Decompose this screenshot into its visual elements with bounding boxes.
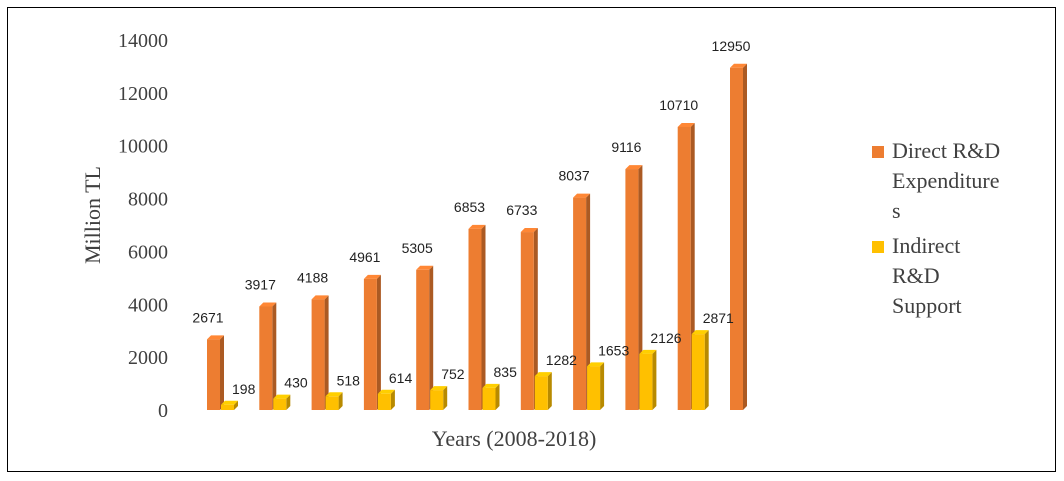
- data-label-direct-7: 8037: [559, 168, 590, 184]
- y-tick-label-5: 10000: [118, 136, 168, 158]
- data-label-indirect-3: 614: [389, 370, 413, 386]
- data-label-direct-5: 6853: [454, 199, 485, 215]
- data-label-direct-9: 10710: [659, 97, 698, 113]
- data-label-direct-3: 4961: [349, 249, 380, 265]
- bar-indirect-9: [692, 330, 709, 410]
- bar-direct-10: [730, 64, 747, 410]
- y-axis-ticks: 0 2000 4000 6000 8000 10000 12000 14000: [118, 30, 168, 422]
- legend-swatch-0: [872, 146, 884, 158]
- y-tick-label-7: 14000: [118, 30, 168, 52]
- data-label-indirect-2: 518: [337, 372, 361, 388]
- bar-indirect-7: [587, 362, 604, 410]
- data-label-indirect-6: 1282: [546, 352, 577, 368]
- bar-indirect-6: [535, 372, 552, 410]
- data-label-indirect-8: 2126: [650, 330, 681, 346]
- bar-indirect-1: [273, 395, 290, 410]
- y-tick-label-1: 2000: [128, 347, 168, 369]
- y-tick-label-3: 6000: [128, 241, 168, 263]
- bar-indirect-8: [639, 350, 656, 410]
- data-label-indirect-1: 430: [284, 375, 308, 391]
- bar-indirect-4: [430, 386, 447, 410]
- legend-label-1-0: Indirect: [892, 233, 960, 258]
- bar-indirect-2: [326, 392, 343, 410]
- x-axis-title: Years (2008-2018): [432, 426, 597, 451]
- y-tick-label-2: 4000: [128, 294, 168, 316]
- data-label-direct-10: 12950: [712, 38, 751, 54]
- data-label-direct-8: 9116: [611, 139, 641, 155]
- data-label-direct-4: 5305: [402, 240, 433, 256]
- legend-item-1: Indirect R&D Support: [872, 233, 962, 318]
- data-label-indirect-7: 1653: [598, 342, 629, 358]
- legend-label-0-0: Direct R&D: [892, 138, 1000, 163]
- bar-indirect-5: [483, 384, 500, 410]
- y-axis-title: Million TL: [80, 166, 105, 264]
- bar-direct-4: [416, 266, 433, 410]
- y-tick-label-6: 12000: [118, 83, 168, 105]
- bar-direct-2: [312, 295, 329, 410]
- bar-direct-3: [364, 275, 381, 410]
- legend: Direct R&D Expenditure s Indirect R&D Support: [872, 138, 1000, 318]
- data-label-indirect-5: 835: [494, 364, 518, 380]
- bar-direct-5: [469, 225, 486, 410]
- legend-label-1-2: Support: [892, 293, 962, 318]
- legend-label-0-2: s: [892, 198, 901, 223]
- y-tick-label-0: 0: [158, 400, 168, 422]
- legend-swatch-1: [872, 241, 884, 253]
- bars: [207, 64, 747, 410]
- legend-item-0: Direct R&D Expenditure s: [872, 138, 1000, 223]
- y-tick-label-4: 8000: [128, 189, 168, 211]
- bar-indirect-3: [378, 390, 395, 410]
- data-label-direct-6: 6733: [506, 202, 537, 218]
- data-label-indirect-4: 752: [441, 366, 465, 382]
- data-label-direct-1: 3917: [245, 276, 276, 292]
- data-label-indirect-0: 198: [232, 381, 256, 397]
- bar-direct-0: [207, 335, 224, 410]
- data-label-direct-2: 4188: [297, 269, 328, 285]
- legend-label-1-1: R&D: [892, 263, 940, 288]
- data-label-direct-0: 2671: [192, 309, 223, 325]
- data-label-indirect-9: 2871: [703, 310, 734, 326]
- legend-label-0-1: Expenditure: [892, 168, 1000, 193]
- bar-direct-1: [259, 302, 276, 410]
